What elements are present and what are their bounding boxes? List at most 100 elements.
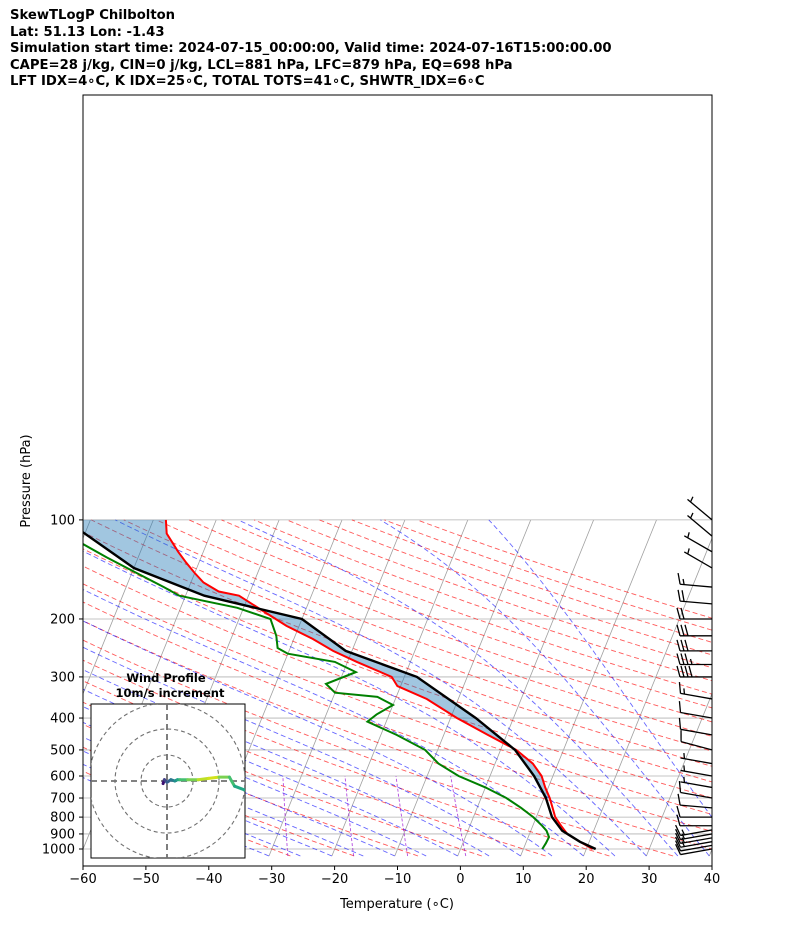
x-tick-label: −10 (384, 872, 411, 887)
barb-staff (680, 791, 712, 799)
barb-feather (684, 639, 689, 652)
barb-staff (680, 757, 712, 765)
moist-adiabat (83, 588, 584, 857)
barb-feather (678, 681, 682, 694)
barb-feather (676, 814, 681, 826)
isotherm-line (583, 537, 712, 857)
moist-adiabat (83, 646, 521, 857)
barb-feather (676, 639, 681, 652)
barb-half-feather (687, 548, 690, 555)
barb-half-feather (687, 532, 690, 538)
hodograph-segment (207, 775, 221, 780)
parcel-line (83, 530, 597, 851)
barb-staff (680, 848, 712, 856)
hodograph-segment (196, 776, 211, 782)
parameters-label: CAPE=28 j/kg, CIN=0 j/kg, LCL=881 hPa, L… (10, 57, 513, 73)
x-tick-label: −30 (258, 872, 285, 887)
barb-staff (687, 515, 712, 537)
isotherm-line (520, 519, 657, 857)
moist-adiabat (83, 721, 395, 857)
moist-adiabat (83, 669, 490, 857)
wind-barb (677, 793, 712, 809)
dry-adiabat (83, 680, 546, 857)
moist-adiabat (83, 688, 458, 857)
isotherm-line (708, 848, 712, 857)
hodograph-segment (233, 784, 245, 792)
wind-barb (676, 607, 712, 620)
barb-staff (680, 600, 712, 605)
wind-barb (680, 730, 712, 751)
barb-feather (676, 805, 681, 818)
barb-staff (680, 804, 712, 809)
isotherm-line (268, 519, 406, 857)
y-tick-label: 900 (50, 827, 75, 842)
barb-staff (683, 535, 712, 553)
moist-adiabat (115, 519, 647, 857)
barb-half-feather (683, 752, 686, 759)
barb-feather (684, 653, 689, 665)
barb-staff (680, 781, 712, 789)
mixing-ratio-line (282, 775, 289, 857)
dewpoint-line (83, 542, 551, 850)
dry-adiabat (286, 519, 712, 669)
wind-barb (676, 624, 712, 637)
barb-feather (676, 665, 681, 678)
barb-feather (675, 840, 682, 852)
barb-staff (687, 498, 712, 521)
barb-feather (680, 639, 685, 652)
dry-adiabat (156, 519, 712, 723)
wind-barb (683, 532, 712, 553)
barb-feather (677, 793, 681, 806)
y-tick-label: 1000 (42, 843, 75, 858)
dry-adiabat (123, 519, 712, 737)
dry-adiabat (83, 639, 674, 857)
wind-barb (678, 681, 712, 700)
barb-feather (676, 653, 681, 665)
barb-staff (680, 833, 712, 841)
y-tick-label: 200 (50, 612, 75, 627)
hodograph-title: Wind Profile (126, 671, 206, 685)
wind-barb (675, 824, 712, 837)
time-label: Simulation start time: 2024-07-15_00:00:… (10, 41, 612, 56)
barb-half-feather (681, 841, 686, 847)
barb-staff (680, 583, 712, 588)
y-tick-label: 600 (50, 769, 75, 784)
barb-feather (676, 624, 681, 636)
barb-half-feather (689, 496, 694, 503)
mixing-ratio-line (344, 775, 355, 857)
wind-barb (675, 840, 712, 852)
barb-feather (684, 624, 689, 636)
barb-feather (680, 624, 685, 636)
isotherm-line (0, 520, 28, 856)
barb-feather (676, 607, 681, 620)
moist-adiabat (380, 519, 710, 857)
isotherm-line (772, 520, 794, 856)
wind-barb (687, 512, 712, 537)
barb-feather (675, 843, 682, 855)
isotherm-line (83, 519, 154, 695)
dry-adiabat (83, 620, 712, 850)
barb-staff (680, 692, 712, 700)
temperature-line (164, 519, 594, 850)
barb-half-feather (683, 776, 686, 783)
wind-barb (687, 496, 712, 521)
barb-staff (680, 844, 712, 852)
wind-barb (680, 765, 712, 777)
chart-header: SkewTLogP Chilbolton Lat: 51.13 Lon: -1.… (10, 8, 612, 91)
wind-barb (677, 589, 712, 605)
mixing-ratio-line (450, 775, 467, 857)
isotherm-line (457, 519, 594, 857)
barb-staff (680, 837, 712, 845)
wind-barb (676, 805, 712, 818)
hodograph-plot (91, 704, 245, 858)
location-label: Lat: 51.13 Lon: -1.43 (10, 24, 165, 40)
y-tick-label: 100 (50, 513, 75, 528)
indices-label: LFT IDX=4∘C, K IDX=25∘C, TOTAL TOTS=41∘C… (10, 74, 485, 89)
profile-lines (83, 519, 597, 851)
barb-feather (675, 836, 682, 848)
isotherm-line (83, 519, 91, 540)
cape-area (83, 519, 550, 798)
dry-adiabat (83, 565, 712, 799)
dry-adiabat (83, 659, 610, 857)
barb-half-feather (682, 578, 685, 585)
